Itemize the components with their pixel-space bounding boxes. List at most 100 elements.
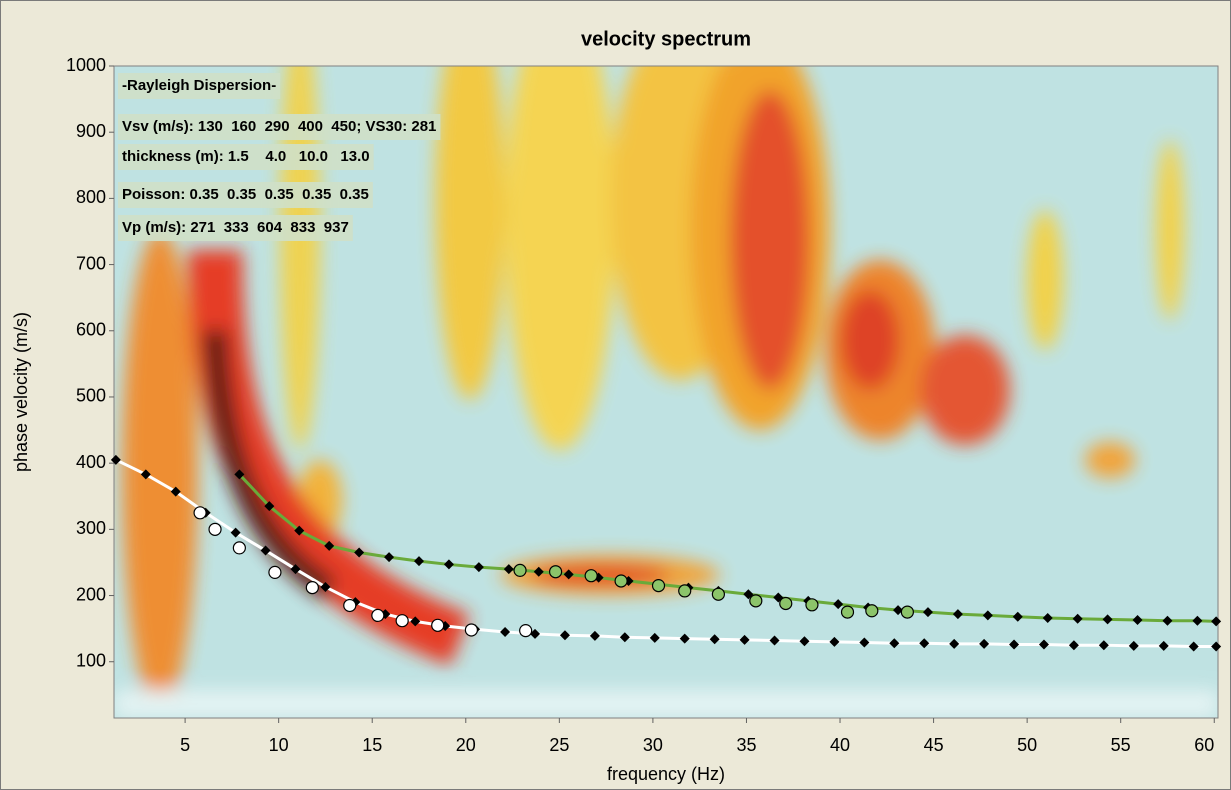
- data-point: [833, 599, 844, 610]
- data-point: [749, 594, 763, 608]
- data-point: [919, 638, 930, 649]
- data-point: [530, 628, 541, 639]
- data-point: [805, 598, 819, 612]
- data-point: [952, 609, 963, 620]
- x-tick-label: 55: [1111, 735, 1131, 755]
- annotation: thickness (m): 1.5 4.0 10.0 13.0: [122, 148, 370, 165]
- data-point: [865, 604, 879, 618]
- y-tick-label: 1000: [66, 55, 106, 75]
- data-point: [1188, 641, 1199, 652]
- data-point: [533, 566, 544, 577]
- data-point: [589, 630, 600, 641]
- plot-frame: [113, 65, 1219, 719]
- data-point: [170, 486, 181, 497]
- data-point: [1128, 640, 1139, 651]
- y-tick-label: 400: [76, 452, 106, 472]
- y-tick-label: 900: [76, 121, 106, 141]
- data-point: [371, 608, 385, 623]
- data-point: [709, 634, 720, 645]
- data-point: [110, 454, 121, 465]
- data-point: [1068, 640, 1079, 651]
- data-point: [649, 632, 660, 643]
- annotation: -Rayleigh Dispersion-: [122, 77, 276, 94]
- data-point: [679, 633, 690, 644]
- x-tick-label: 25: [549, 735, 569, 755]
- data-point: [1042, 613, 1053, 624]
- data-point: [563, 569, 574, 580]
- data-point: [140, 469, 151, 480]
- data-point: [769, 635, 780, 646]
- data-point: [294, 525, 305, 536]
- data-point: [548, 565, 563, 579]
- data-point: [1038, 639, 1049, 650]
- annotation-box: -Rayleigh Dispersion- Vsv (m/s): 130 160 …: [118, 73, 441, 241]
- data-point: [889, 638, 900, 649]
- annotation-bg: [118, 144, 374, 170]
- data-point: [922, 607, 933, 618]
- data-point: [410, 616, 421, 627]
- data-point: [1158, 640, 1169, 651]
- annotation: Vp (m/s): 271 333 604 833 937: [122, 219, 349, 236]
- x-tick-label: 15: [362, 735, 382, 755]
- data-point: [343, 598, 357, 613]
- data-point: [1072, 613, 1083, 624]
- data-point: [473, 562, 484, 573]
- data-point: [500, 626, 511, 637]
- annotation-bg: [118, 182, 373, 208]
- x-tick-label: 45: [924, 735, 944, 755]
- data-point: [584, 569, 598, 583]
- data-point: [1132, 615, 1143, 626]
- data-point: [614, 574, 628, 588]
- data-point: [443, 559, 454, 570]
- data-point: [779, 596, 793, 611]
- data-point: [354, 547, 365, 558]
- x-tick-label: 50: [1017, 735, 1037, 755]
- y-tick-label: 100: [76, 650, 106, 670]
- y-tick-label: 600: [76, 320, 106, 340]
- data-point: [324, 540, 335, 551]
- x-tick-label: 40: [830, 735, 850, 755]
- data-point: [464, 623, 478, 637]
- data-point: [859, 637, 870, 648]
- y-tick-label: 500: [76, 386, 106, 406]
- data-point: [893, 605, 904, 616]
- x-tick-label: 30: [643, 735, 663, 755]
- data-point: [1098, 640, 1109, 651]
- data-point: [1009, 639, 1020, 650]
- x-tick-label: 60: [1194, 735, 1214, 755]
- annotation: Poisson: 0.35 0.35 0.35 0.35 0.35: [122, 186, 369, 203]
- data-point: [290, 564, 301, 575]
- series-line: [238, 473, 1217, 623]
- data-point: [320, 581, 331, 592]
- data-point: [840, 605, 855, 619]
- data-point: [234, 469, 245, 480]
- data-point: [414, 556, 425, 567]
- y-tick-label: 300: [76, 518, 106, 538]
- x-tick-label: 20: [456, 735, 476, 755]
- data-point: [1211, 641, 1222, 652]
- y-axis-label: phase velocity (m/s): [11, 312, 31, 472]
- data-point: [264, 501, 275, 512]
- y-tick-label: 200: [76, 584, 106, 604]
- data-point: [230, 527, 241, 538]
- data-point: [384, 552, 395, 563]
- annotation-bg: [118, 73, 281, 99]
- data-point: [1192, 615, 1203, 626]
- data-point: [559, 630, 570, 641]
- data-point: [503, 564, 514, 575]
- data-point: [949, 638, 960, 649]
- data-point: [982, 610, 993, 621]
- data-point: [1162, 615, 1173, 626]
- data-point: [1012, 611, 1023, 622]
- data-point: [900, 605, 914, 619]
- data-point: [260, 545, 271, 556]
- data-point: [232, 541, 246, 555]
- data-point: [193, 506, 207, 520]
- data-point: [208, 522, 222, 536]
- data-point: [829, 636, 840, 647]
- data-point: [513, 563, 527, 577]
- x-tick-label: 5: [180, 735, 190, 755]
- data-point: [799, 636, 810, 647]
- data-point: [739, 634, 750, 645]
- data-point: [979, 638, 990, 649]
